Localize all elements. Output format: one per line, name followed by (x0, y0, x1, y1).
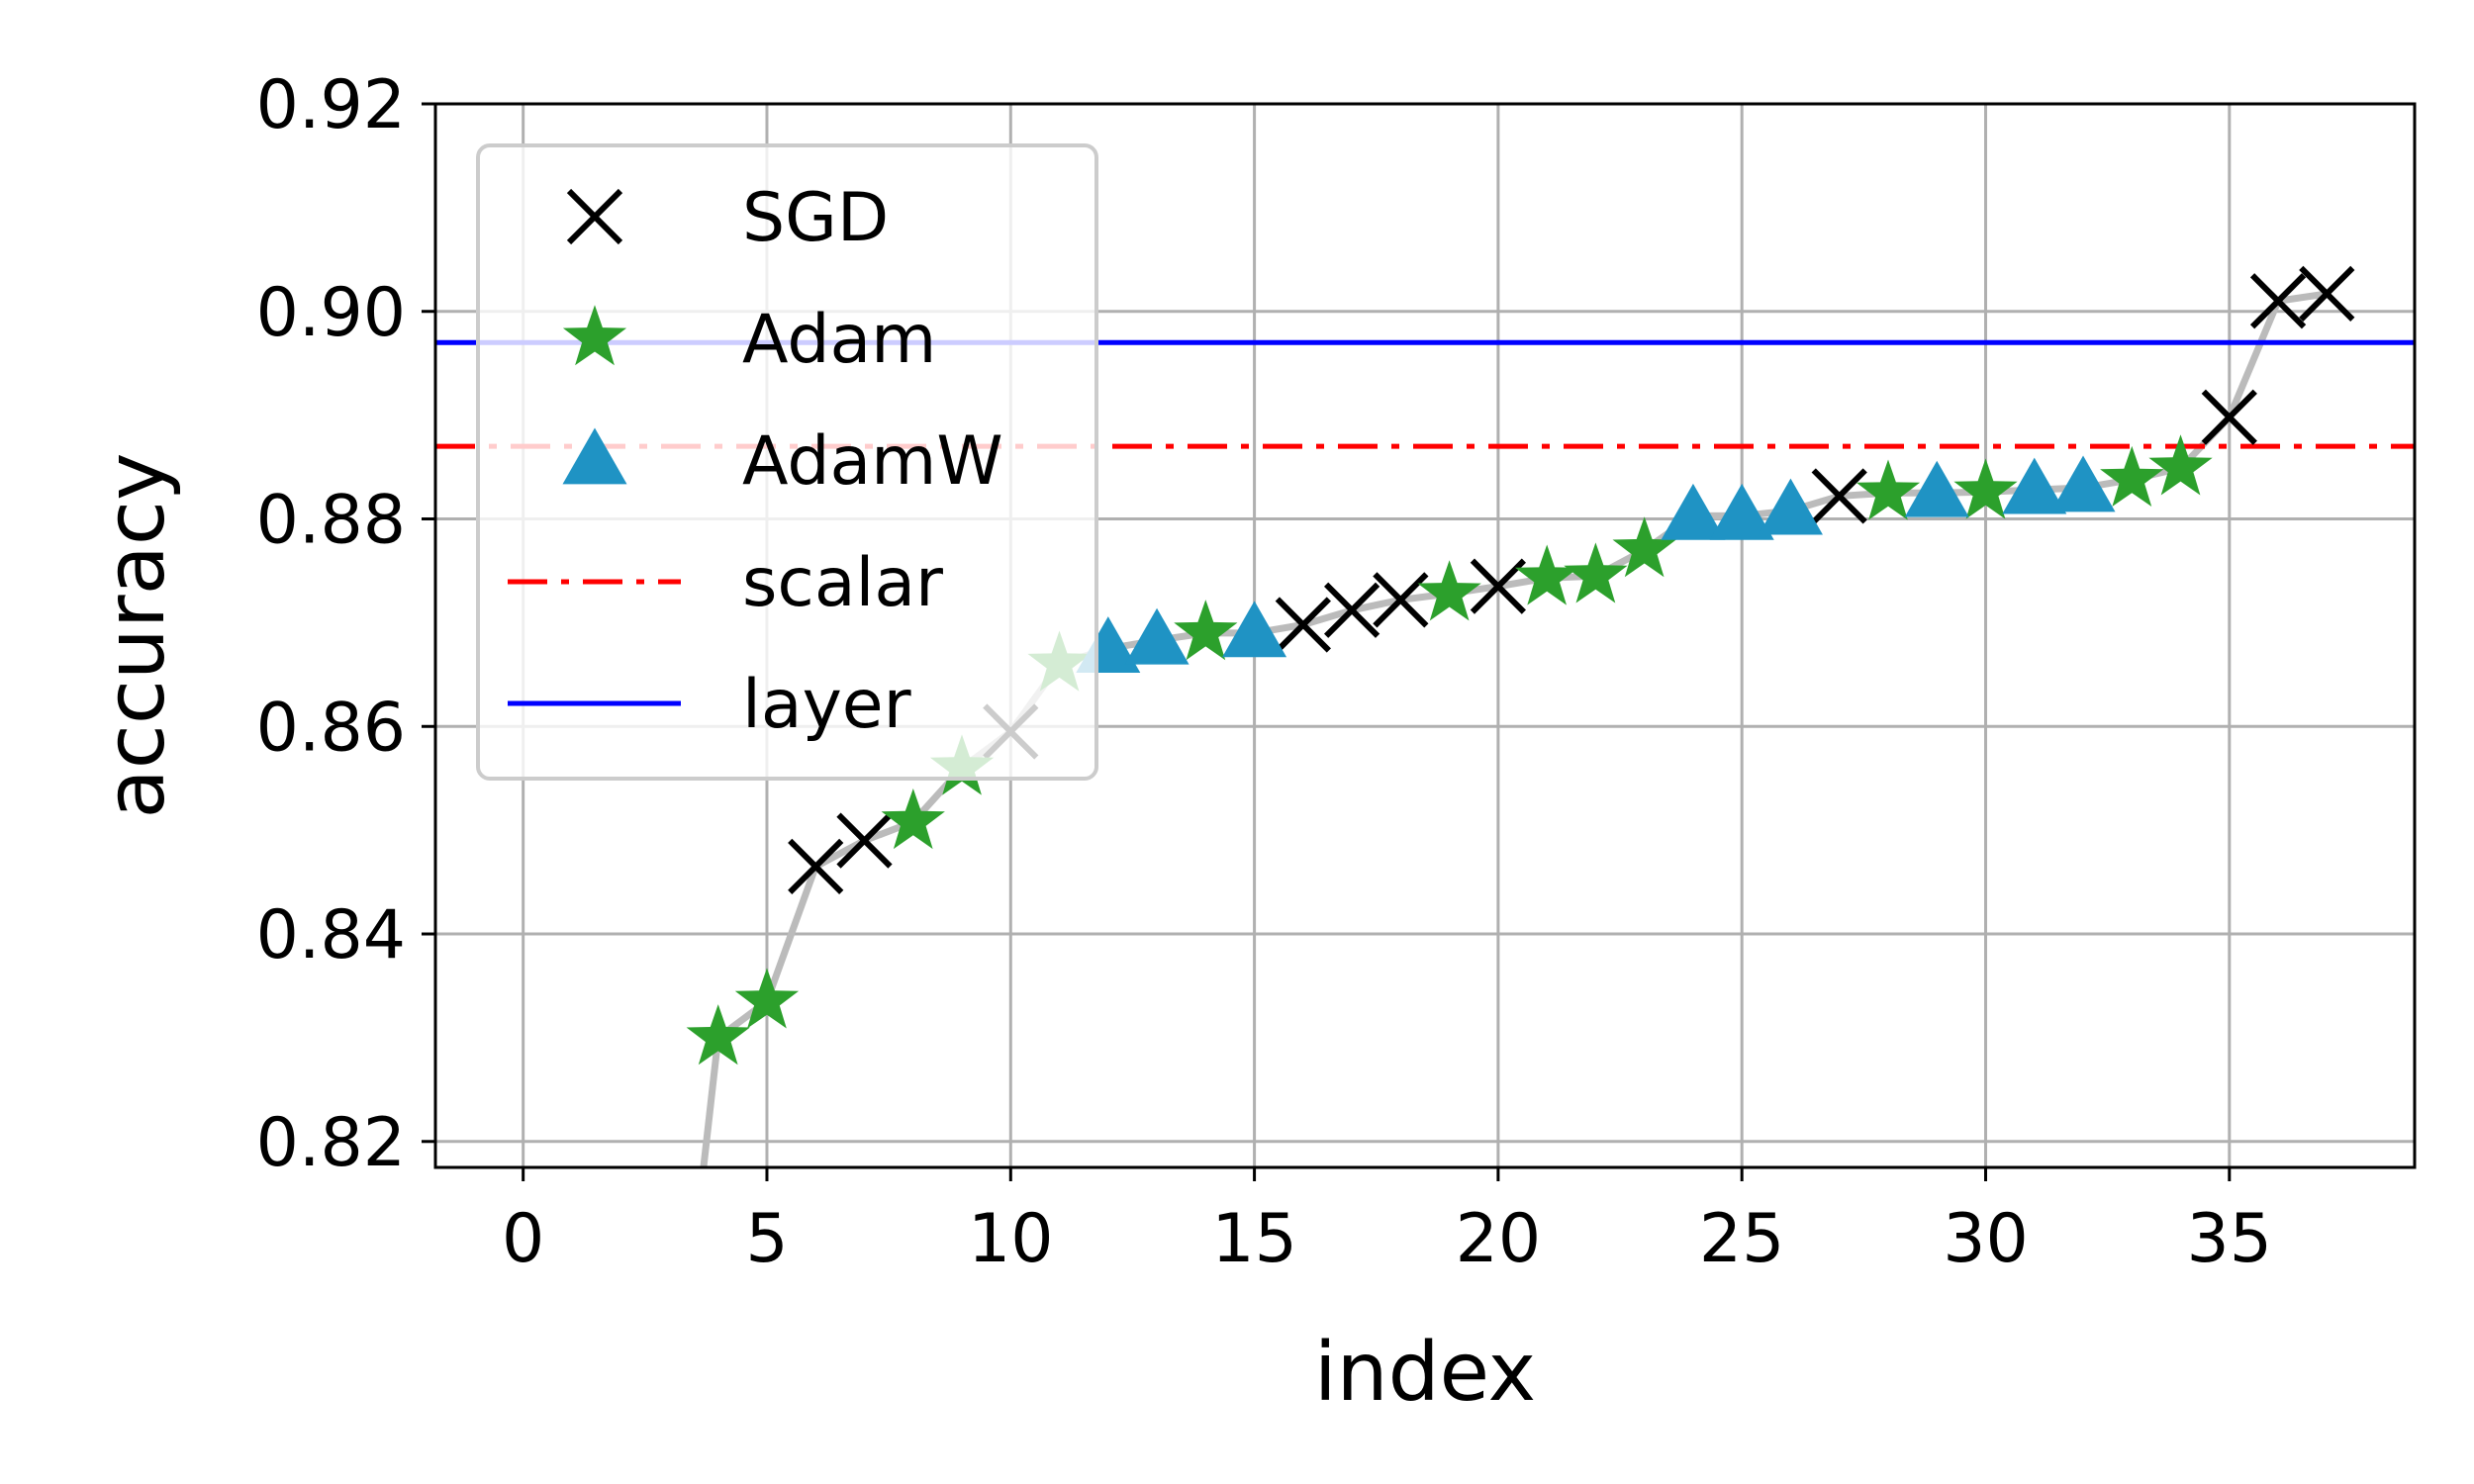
adam-point (2148, 434, 2213, 496)
plot-frame (433, 102, 2417, 1169)
legend-entry-adamw: AdamW (562, 422, 1003, 501)
y-tick-label: 0.86 (256, 689, 406, 767)
adamw-point (1904, 460, 1969, 517)
x-stroke (1811, 468, 1867, 524)
adam-point (1515, 544, 1579, 605)
x-tick-label: 25 (1699, 1200, 1785, 1278)
sgd-point (2249, 273, 2307, 329)
adamw-point (1222, 601, 1287, 658)
adamw-point (2050, 455, 2116, 512)
x-stroke (2201, 389, 2257, 445)
sgd-point (1275, 597, 1331, 653)
x-tick-label: 20 (1456, 1200, 1542, 1278)
x-tick-label: 0 (502, 1200, 544, 1278)
adam-point (1612, 516, 1676, 578)
y-tick-label: 0.82 (256, 1104, 406, 1182)
adam-point (2100, 445, 2164, 507)
y-tick-label: 0.90 (256, 274, 406, 352)
adamw-point (1124, 607, 1189, 665)
x-tick-label: 10 (968, 1200, 1054, 1278)
sgd-point (2201, 389, 2257, 445)
legend-entry-layer: layer (508, 666, 911, 744)
x-tick-label: 5 (745, 1200, 788, 1278)
legend-box (476, 143, 1098, 781)
x-stroke (2249, 273, 2307, 329)
adam-point (1953, 458, 2018, 519)
adamw-point (1661, 483, 1726, 540)
legend-label: AdamW (742, 422, 1003, 501)
sgd-point (836, 812, 893, 869)
axis-ticks: 0 5 10 15 20 25 30 35 0.82 0.84 0.86 0.88 0.90 0.92 (256, 66, 2272, 1278)
adamw-point (2002, 457, 2067, 514)
sgd-point (1811, 468, 1867, 524)
adam-point (1417, 560, 1481, 621)
x-tick-label: 15 (1211, 1200, 1297, 1278)
legend-sgd-marker (566, 188, 623, 245)
x-axis-label: index (1314, 1326, 1536, 1420)
adam-point (1856, 459, 1921, 520)
x-stroke (788, 838, 844, 894)
x-stroke (1323, 582, 1380, 638)
legend-label: scalar (742, 544, 943, 622)
legend-adam-marker (562, 305, 627, 366)
legend-label: Adam (742, 301, 936, 379)
adam-point (881, 788, 945, 850)
x-stroke (836, 812, 893, 869)
sgd-point (1470, 558, 1527, 614)
y-tick-label: 0.92 (256, 66, 406, 144)
x-stroke (1275, 597, 1331, 653)
adam-point (734, 968, 800, 1029)
adamw-point (1758, 478, 1823, 535)
legend-label: SGD (742, 179, 889, 257)
x-stroke (2299, 265, 2355, 323)
legend-label: layer (742, 666, 911, 744)
sgd-point (1373, 572, 1429, 628)
x-stroke (1373, 572, 1429, 628)
data-markers (686, 265, 2355, 1066)
legend-adamw-marker (562, 427, 627, 485)
legend: SGD Adam AdamW scalar layer (476, 143, 1098, 781)
x-tick-label: 30 (1943, 1200, 2029, 1278)
y-tick-label: 0.84 (256, 896, 406, 974)
legend-entry-sgd: SGD (566, 179, 889, 257)
sgd-point (788, 838, 844, 894)
legend-entry-adam: Adam (562, 301, 936, 379)
x-tick-label: 35 (2187, 1200, 2273, 1278)
legend-entry-scalar: scalar (508, 544, 943, 622)
sgd-point (2299, 265, 2355, 323)
adam-point (686, 1004, 750, 1066)
sgd-point (1323, 582, 1380, 638)
adam-point (1174, 600, 1238, 661)
y-axis-label: accuracy (89, 453, 183, 819)
adam-point (1564, 542, 1628, 603)
x-stroke (1470, 558, 1527, 614)
y-tick-label: 0.88 (256, 482, 406, 560)
x-stroke (566, 188, 623, 245)
adamw-point (1709, 483, 1774, 540)
